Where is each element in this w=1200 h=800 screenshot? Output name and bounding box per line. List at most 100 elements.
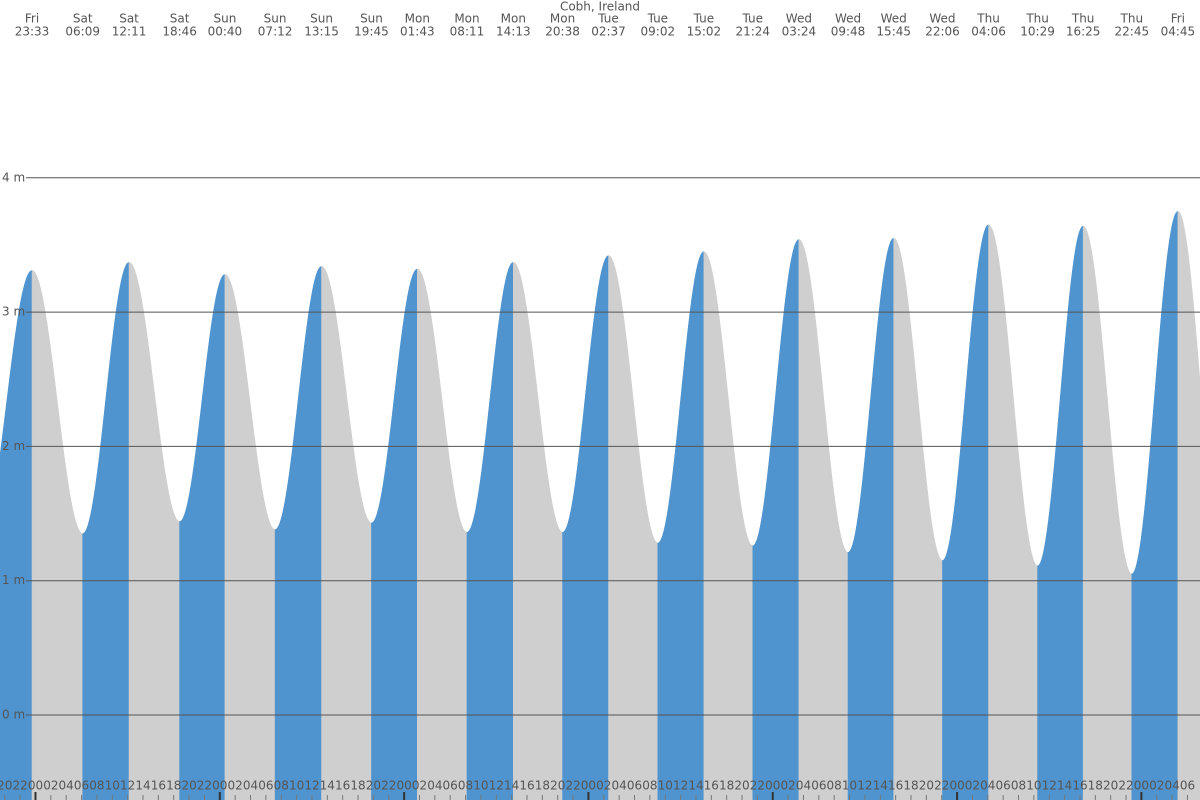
grid bbox=[4, 177, 1200, 800]
extreme-time: 15:02 bbox=[687, 25, 722, 39]
extreme-time: 01:43 bbox=[400, 25, 435, 39]
x-tick-label: 08 bbox=[274, 779, 289, 793]
x-tick-label: 20 bbox=[550, 779, 565, 793]
x-tick-label: 10 bbox=[658, 779, 673, 793]
rising-tide bbox=[0, 270, 33, 800]
extreme-time: 10:29 bbox=[1020, 25, 1055, 39]
x-tick-label: 12 bbox=[673, 779, 688, 793]
x-tick-label: 02 bbox=[1149, 779, 1164, 793]
extreme-day: Thu bbox=[976, 12, 1000, 26]
x-tick-label: 10 bbox=[1026, 779, 1041, 793]
x-tick-label: 20 bbox=[366, 779, 381, 793]
x-tick-label: 18 bbox=[535, 779, 550, 793]
x-tick-label: 12 bbox=[857, 779, 872, 793]
rising-tide bbox=[274, 266, 322, 800]
x-tick-label: 22 bbox=[197, 779, 212, 793]
falling-tide bbox=[224, 274, 276, 800]
y-tick-label: 1 m bbox=[2, 573, 25, 587]
x-tick-label: 12 bbox=[489, 779, 504, 793]
extreme-day: Tue bbox=[693, 12, 715, 26]
x-tick-label: 16 bbox=[1072, 779, 1087, 793]
x-tick-label: 02 bbox=[43, 779, 58, 793]
extreme-day: Sun bbox=[310, 12, 333, 26]
x-tick-label: 16 bbox=[151, 779, 166, 793]
x-tick-label: 08 bbox=[827, 779, 842, 793]
x-tick-label: 18 bbox=[1088, 779, 1103, 793]
x-tick-label: 16 bbox=[888, 779, 903, 793]
rising-tide bbox=[1037, 225, 1084, 800]
x-tick-label: 14 bbox=[135, 779, 150, 793]
falling-tide bbox=[893, 237, 943, 800]
x-tick-label: 04 bbox=[59, 779, 74, 793]
extreme-day: Sat bbox=[73, 12, 93, 26]
x-tick-label: 20 bbox=[181, 779, 196, 793]
extreme-day: Mon bbox=[550, 12, 575, 26]
rising-tide bbox=[371, 268, 418, 800]
rising-tide bbox=[657, 251, 705, 800]
extreme-time: 04:06 bbox=[971, 25, 1006, 39]
extreme-day: Fri bbox=[1171, 12, 1185, 26]
falling-tide bbox=[798, 239, 849, 800]
x-tick-label: 00 bbox=[396, 779, 411, 793]
rising-tide bbox=[1131, 210, 1179, 800]
rising-tide bbox=[466, 262, 514, 800]
extreme-time: 07:12 bbox=[258, 25, 293, 39]
x-tick-label: 08 bbox=[458, 779, 473, 793]
extreme-day: Sun bbox=[264, 12, 287, 26]
x-tick-label: 22 bbox=[381, 779, 396, 793]
x-tick-label: 00 bbox=[765, 779, 780, 793]
x-tick-label: 00 bbox=[28, 779, 43, 793]
x-tick-label: 04 bbox=[427, 779, 442, 793]
extreme-day: Thu bbox=[1120, 12, 1144, 26]
extreme-time: 03:24 bbox=[782, 25, 817, 39]
x-tick-label: 04 bbox=[243, 779, 258, 793]
extreme-time: 19:45 bbox=[354, 25, 389, 39]
y-tick-label: 0 m bbox=[2, 707, 25, 721]
extreme-time: 00:40 bbox=[208, 25, 243, 39]
y-tick-label: 4 m bbox=[2, 170, 25, 184]
extreme-time: 04:45 bbox=[1161, 25, 1196, 39]
x-tick-label: 00 bbox=[1134, 779, 1149, 793]
extreme-day: Fri bbox=[25, 12, 39, 26]
x-tick-label: 00 bbox=[581, 779, 596, 793]
extreme-time: 13:15 bbox=[304, 25, 339, 39]
x-tick-label: 02 bbox=[412, 779, 427, 793]
extreme-day: Mon bbox=[405, 12, 430, 26]
falling-tide bbox=[417, 268, 468, 800]
x-tick-label: 22 bbox=[12, 779, 27, 793]
x-tick-label: 16 bbox=[704, 779, 719, 793]
extreme-day: Tue bbox=[742, 12, 764, 26]
x-tick-label: 06 bbox=[443, 779, 458, 793]
x-tick-label: 18 bbox=[903, 779, 918, 793]
labels: 0 m1 m2 m3 m4 mFri23:33Sat06:09Sat12:11S… bbox=[0, 12, 1195, 793]
x-tick-label: 04 bbox=[980, 779, 995, 793]
tide-area bbox=[0, 210, 1200, 800]
x-tick-label: 14 bbox=[1057, 779, 1072, 793]
extreme-time: 14:13 bbox=[496, 25, 531, 39]
x-tick-label: 02 bbox=[596, 779, 611, 793]
x-tick-label: 08 bbox=[1011, 779, 1026, 793]
falling-tide bbox=[703, 251, 754, 800]
falling-tide bbox=[321, 266, 372, 800]
extreme-time: 23:33 bbox=[15, 25, 50, 39]
x-tick-label: 14 bbox=[873, 779, 888, 793]
x-tick-label: 06 bbox=[996, 779, 1011, 793]
x-tick-label: 10 bbox=[842, 779, 857, 793]
falling-tide bbox=[128, 262, 180, 800]
x-tick-label: 06 bbox=[74, 779, 89, 793]
extreme-time: 22:06 bbox=[925, 25, 960, 39]
extreme-day: Tue bbox=[647, 12, 669, 26]
rising-tide bbox=[942, 224, 989, 800]
x-tick-label: 18 bbox=[719, 779, 734, 793]
y-tick-label: 3 m bbox=[2, 305, 25, 319]
falling-tide bbox=[988, 224, 1038, 800]
extreme-time: 15:45 bbox=[876, 25, 911, 39]
rising-tide bbox=[179, 274, 226, 800]
extreme-day: Sat bbox=[119, 12, 139, 26]
x-tick-label: 12 bbox=[304, 779, 319, 793]
extreme-day: Sat bbox=[170, 12, 190, 26]
x-tick-label: 18 bbox=[166, 779, 181, 793]
x-tick-label: 16 bbox=[519, 779, 534, 793]
